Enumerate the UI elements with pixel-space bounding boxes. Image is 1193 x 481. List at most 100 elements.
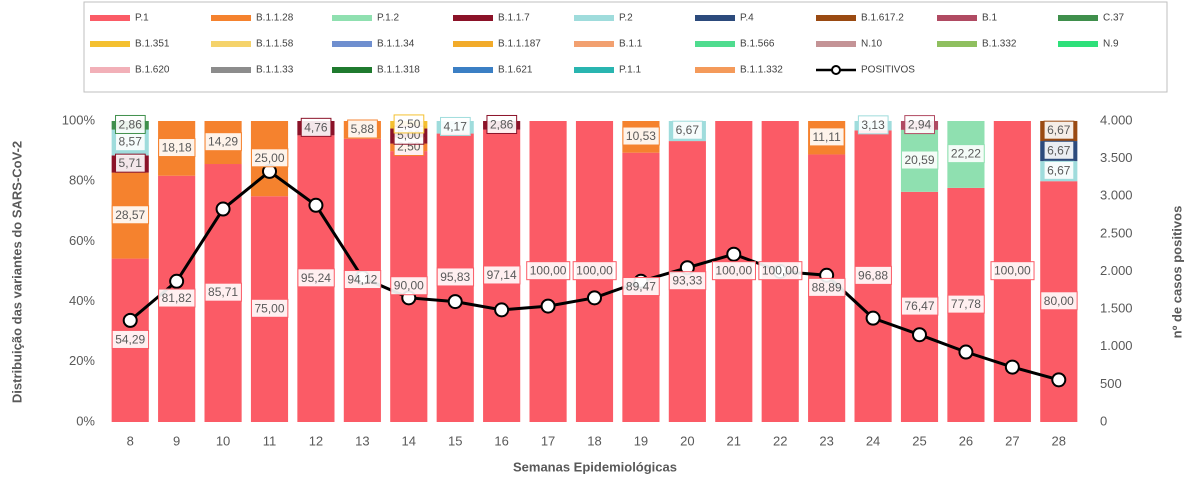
data-label-box xyxy=(904,115,936,135)
data-label-box xyxy=(297,268,335,288)
y2-tick-label: 500 xyxy=(1100,376,1122,391)
legend-swatch xyxy=(332,41,372,47)
data-label: 80,00 xyxy=(1044,294,1074,308)
legend-swatch xyxy=(937,41,977,47)
y-tick-label: 60% xyxy=(69,233,95,248)
legend-label: B.1.617.2 xyxy=(861,13,904,24)
legend-label: P.4 xyxy=(740,13,754,24)
line-marker xyxy=(865,310,881,326)
x-tick-label: 27 xyxy=(1005,433,1019,448)
data-label: 95,24 xyxy=(301,271,331,285)
legend-label: B.1.1.33 xyxy=(256,65,294,76)
data-label-box xyxy=(300,117,332,137)
data-label-box xyxy=(622,277,660,297)
legend-box xyxy=(83,1,1168,93)
legend-label: B.1.351 xyxy=(135,39,170,50)
y-tick-label: 40% xyxy=(69,293,95,308)
data-label-box xyxy=(808,277,846,297)
x-tick-label: 26 xyxy=(959,433,973,448)
legend-swatch xyxy=(453,41,493,47)
data-label: 76,47 xyxy=(904,299,934,313)
legend-label: B.1.1 xyxy=(619,39,643,50)
data-label: 3,13 xyxy=(861,118,885,132)
data-label-box xyxy=(250,298,289,318)
data-label-box xyxy=(947,294,985,314)
legend-marker xyxy=(831,65,841,75)
legend-swatch xyxy=(937,15,977,21)
data-label: 93,33 xyxy=(672,274,702,288)
line-marker xyxy=(169,273,185,289)
line-marker xyxy=(215,201,231,217)
y-axis-title: Distribuição das variantes do SARS-CoV-2 xyxy=(9,141,24,403)
data-label: 14,29 xyxy=(208,135,238,149)
data-label-box xyxy=(440,116,471,136)
legend-swatch xyxy=(211,41,251,47)
y-tick-label: 80% xyxy=(69,173,95,188)
y2-tick-label: 1.000 xyxy=(1100,338,1133,353)
data-label-box xyxy=(158,138,196,158)
data-label: 75,00 xyxy=(254,301,284,315)
data-label-box xyxy=(250,148,289,168)
line-marker xyxy=(958,344,974,360)
data-label: 96,88 xyxy=(858,268,888,282)
x-tick-label: 28 xyxy=(1052,433,1066,448)
legend-label: P.1.1 xyxy=(619,65,641,76)
data-label: 6,67 xyxy=(676,123,700,137)
data-label: 90,00 xyxy=(394,279,424,293)
legend-label: B.1.1.318 xyxy=(377,65,420,76)
data-label: 8,57 xyxy=(119,135,143,149)
legend-swatch xyxy=(1058,41,1098,47)
x-tick-label: 16 xyxy=(494,433,508,448)
data-label: 6,67 xyxy=(1047,143,1071,157)
data-label-box xyxy=(809,127,845,147)
x-tick-label: 8 xyxy=(127,433,134,448)
x-tick-label: 12 xyxy=(309,433,323,448)
y2-axis-title: nº de casos positivos xyxy=(1169,206,1184,339)
data-label: 20,59 xyxy=(904,153,934,167)
legend-label: B.1.1.332 xyxy=(740,65,783,76)
y2-tick-label: 4.000 xyxy=(1100,112,1133,127)
data-label-box xyxy=(947,144,985,164)
line-marker xyxy=(447,294,463,310)
data-label: 25,00 xyxy=(254,151,284,165)
x-tick-label: 18 xyxy=(587,433,601,448)
data-label: 10,53 xyxy=(626,129,656,143)
data-label: 4,17 xyxy=(444,119,468,133)
data-label: 85,71 xyxy=(208,285,238,299)
data-label-box xyxy=(111,205,150,225)
x-tick-label: 11 xyxy=(263,433,277,448)
legend-label: B.1.1.34 xyxy=(377,39,415,50)
line-marker xyxy=(494,302,510,318)
legend-label: B.1.620 xyxy=(135,65,170,76)
data-label-box xyxy=(436,267,475,287)
data-label-box xyxy=(1043,160,1075,180)
legend-swatch xyxy=(90,15,130,21)
data-label: 4,76 xyxy=(304,120,328,134)
legend-swatch xyxy=(574,15,614,21)
y2-tick-label: 1.500 xyxy=(1100,301,1133,316)
legend-swatch xyxy=(211,15,251,21)
data-label-box xyxy=(1040,291,1078,311)
data-label: 88,89 xyxy=(812,280,842,294)
data-label: 18,18 xyxy=(162,141,192,155)
data-label-box xyxy=(668,271,707,291)
data-label: 100,00 xyxy=(715,264,752,278)
legend-swatch xyxy=(211,67,251,73)
x-tick-label: 15 xyxy=(448,433,462,448)
legend-swatch xyxy=(695,15,735,21)
legend-label: P.1 xyxy=(135,13,149,24)
legend-label: B.1.1.7 xyxy=(498,13,530,24)
line-marker xyxy=(726,246,742,262)
data-label-box xyxy=(572,261,617,281)
data-label-box xyxy=(1043,120,1075,140)
legend-label: B.1.566 xyxy=(740,39,775,50)
y2-tick-label: 3.000 xyxy=(1100,188,1133,203)
legend-swatch xyxy=(695,67,735,73)
data-label: 81,82 xyxy=(162,291,192,305)
legend-label: B.1.332 xyxy=(982,39,1017,50)
data-label-box xyxy=(204,132,242,152)
legend-swatch xyxy=(1058,15,1098,21)
x-tick-label: 14 xyxy=(402,433,416,448)
x-axis-title: Semanas Epidemiológicas xyxy=(513,459,677,474)
